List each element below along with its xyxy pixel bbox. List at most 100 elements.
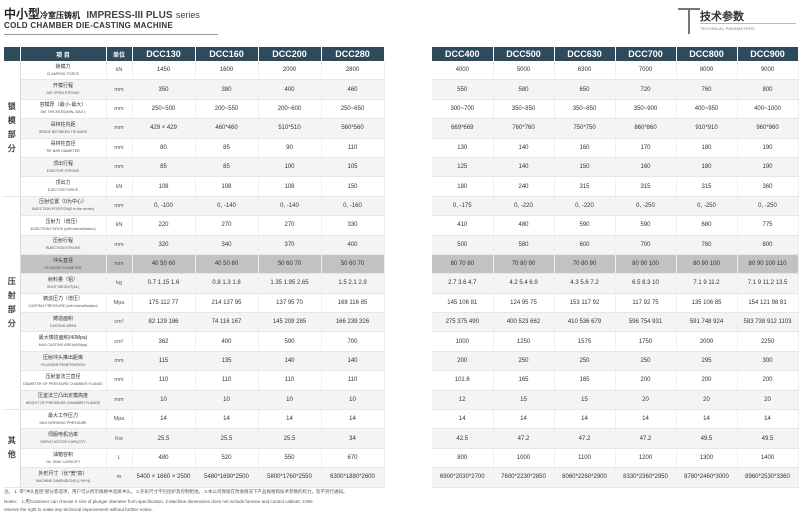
value-cell: 350~850 xyxy=(554,99,616,120)
unit-cell: kg xyxy=(106,273,133,294)
value-cell: 7.1 9 11.2 13.5 xyxy=(737,273,799,294)
value-cell: 50 60 70 xyxy=(258,254,322,275)
item-name-en: INJECTION STROKE xyxy=(45,246,81,251)
value-cell: 14 xyxy=(737,409,799,430)
value-cell: 1000 xyxy=(493,448,555,469)
value-cell: 80 xyxy=(132,138,196,158)
value-cell: 108 xyxy=(132,176,196,197)
model-header: DCC200 xyxy=(258,47,322,61)
value-cell: 108 xyxy=(195,176,259,197)
table-row: 410 480 590 590 680 775 xyxy=(432,215,799,236)
item-name-en: DIE THICKESS(MIN.-MAX.) xyxy=(40,110,86,115)
table-row: 101.6 165 165 200 200 200 xyxy=(432,370,799,391)
value-cell: 10 xyxy=(321,390,385,411)
table-row: 铸造面积 CASTING AREA cm² 82 129 186 74 116 167 1… xyxy=(4,312,385,333)
table-header-row: 项 目 单位 DCC130 DCC160 DCC200 DCC280 xyxy=(4,47,385,61)
item-name-cn: 伺服电机功率 xyxy=(47,432,78,439)
value-cell: 110 xyxy=(258,370,322,391)
item-name-cn: 外形尺寸（长*宽*高） xyxy=(38,470,88,477)
value-cell: 0.7 1.15 1.6 xyxy=(132,273,196,294)
value-cell: 5000 xyxy=(493,61,555,81)
value-cell: 580 xyxy=(493,79,555,100)
footnote-cn: 注。 1. 带"冲头直径"部分客选项，用户可从所示规格中选择冲头。 2.外形尺寸… xyxy=(4,489,348,494)
model-header: DCC130 xyxy=(132,47,196,61)
item-name-en: HEIGHT OF PRESSURE CHAMBER FLANGE xyxy=(25,401,101,406)
item-name-cn: 最大工作压力 xyxy=(47,412,78,419)
item-name-en: OIL TANK CAPACITY xyxy=(45,459,81,464)
value-cell: 760 xyxy=(676,79,738,100)
unit-header: 单位 xyxy=(106,47,133,61)
value-cell: 40 50 60 xyxy=(195,254,259,275)
table-row: 1000 1250 1575 1750 2000 2250 xyxy=(432,331,799,352)
item-name-en: PLUNGER PENETRATION xyxy=(41,362,85,367)
value-cell: 1.5 2.1 2.9 xyxy=(321,273,385,294)
value-cell: 14 xyxy=(554,409,616,430)
item-cell: 铸造面积 CASTING AREA xyxy=(20,312,107,333)
item-name-cn: 顶出行程 xyxy=(52,160,73,167)
value-cell: 165 xyxy=(493,370,555,391)
value-cell: 400~950 xyxy=(676,99,738,120)
value-cell: 100 xyxy=(258,157,322,178)
value-cell: 200 xyxy=(432,351,494,372)
value-cell: 47.2 xyxy=(554,428,616,449)
tech-subtitle: TECHNICAL PARAMETERS xyxy=(700,26,755,31)
table-row: 4000 5000 6300 7000 8000 9000 xyxy=(432,61,799,81)
value-cell: 20 xyxy=(676,390,738,411)
value-cell: 240 xyxy=(493,176,555,197)
value-cell: 860*860 xyxy=(615,118,677,139)
value-cell: 115 xyxy=(132,351,196,372)
value-cell: 315 xyxy=(554,176,616,197)
unit-cell: Kw xyxy=(106,428,133,449)
item-cell: 压室法兰凸出定模高度 HEIGHT OF PRESSURE CHAMBER FLA… xyxy=(20,390,107,411)
value-cell: 108 xyxy=(258,176,322,197)
unit-cell: mm xyxy=(106,351,133,372)
value-cell: 2.7 3.6 4.7 xyxy=(432,273,494,294)
item-name-cn: 容模厚（最小-最大） xyxy=(39,102,87,109)
value-cell: 8960*2530*3360 xyxy=(737,467,799,488)
item-cell: 射料量（铝） SHOT WEIGHT(AL) xyxy=(20,273,107,294)
value-cell: 560*560 xyxy=(321,118,385,139)
item-name-en: CASTING PRESSURE (with intensification) xyxy=(28,304,98,309)
table-row: 外形尺寸（长*宽*高） MACHINE DIMENSIONS (L*W*H) m 54… xyxy=(4,467,385,488)
table-row: 射料量（铝） SHOT WEIGHT(AL) kg 0.7 1.15 1.6 0.8 1… xyxy=(4,273,385,294)
value-cell: 117 92 75 xyxy=(615,293,677,314)
table-row: 125 140 150 160 180 190 xyxy=(432,157,799,178)
table-row: 油箱容积 OIL TANK CAPACITY L 480 520 550 670 xyxy=(4,448,385,469)
unit-cell: mm xyxy=(106,370,133,391)
value-cell: 140 xyxy=(321,351,385,372)
table-row: 哥林柱直径 TIE BAR DIAMETER mm 80 85 90 110 xyxy=(4,138,385,158)
item-cell: 锁模力 CLAMPING FORCE xyxy=(20,61,107,81)
value-cell: 6.5 8.3 10 xyxy=(615,273,677,294)
item-name-cn: 开模行程 xyxy=(52,83,73,90)
model-header: DCC900 xyxy=(737,47,799,61)
value-cell: 85 xyxy=(195,157,259,178)
unit-cell: mm xyxy=(106,157,133,178)
header-subtitle: COLD CHAMBER DIE-CASTING MACHINE xyxy=(4,21,174,30)
value-cell: 190 xyxy=(737,138,799,158)
value-cell: 145 209 285 xyxy=(258,312,322,333)
table-row: 开模行程 DIE OPEN STROKE mm 350 380 400 460 xyxy=(4,79,385,100)
value-cell: 0, -140 xyxy=(195,196,259,217)
table-header-row: DCC400 DCC500 DCC630 DCC700 DCC800 DCC90… xyxy=(432,47,799,61)
value-cell: 85 xyxy=(132,157,196,178)
item-name-en: EJECTOR STROKE xyxy=(46,168,80,173)
item-cell: 压射位置（0为中心） INJECTION POSITION(0 is the ce… xyxy=(20,196,107,217)
value-cell: 2800 xyxy=(321,61,385,81)
value-cell: 0, -220 xyxy=(493,196,555,217)
value-cell: 7.1 9 11.2 xyxy=(676,273,738,294)
value-cell: 166 239 326 xyxy=(321,312,385,333)
value-cell: 362 xyxy=(132,331,196,352)
item-name-cn: 最大铸造面积(40Mpa) xyxy=(38,335,88,342)
table-row: 200 250 250 250 295 300 xyxy=(432,351,799,372)
spec-table-left: 项 目 单位 DCC130 DCC160 DCC200 DCC280 锁模部分锁… xyxy=(4,47,385,488)
value-cell: 315 xyxy=(676,176,738,197)
value-cell: 315 xyxy=(615,176,677,197)
table-row: 0, -175 0, -220 0, -220 0, -250 0, -250 0, -2… xyxy=(432,196,799,217)
value-cell: 800 xyxy=(432,448,494,469)
value-cell: 214 137 95 xyxy=(195,293,259,314)
item-name-en: MAX.WORKING PRESSURE xyxy=(39,420,87,425)
value-cell: 0, -140 xyxy=(258,196,322,217)
value-cell: 2000 xyxy=(676,331,738,352)
table-row: 压射部分 压射位置（0为中心） INJECTION POSITION(0 is th… xyxy=(4,196,385,411)
